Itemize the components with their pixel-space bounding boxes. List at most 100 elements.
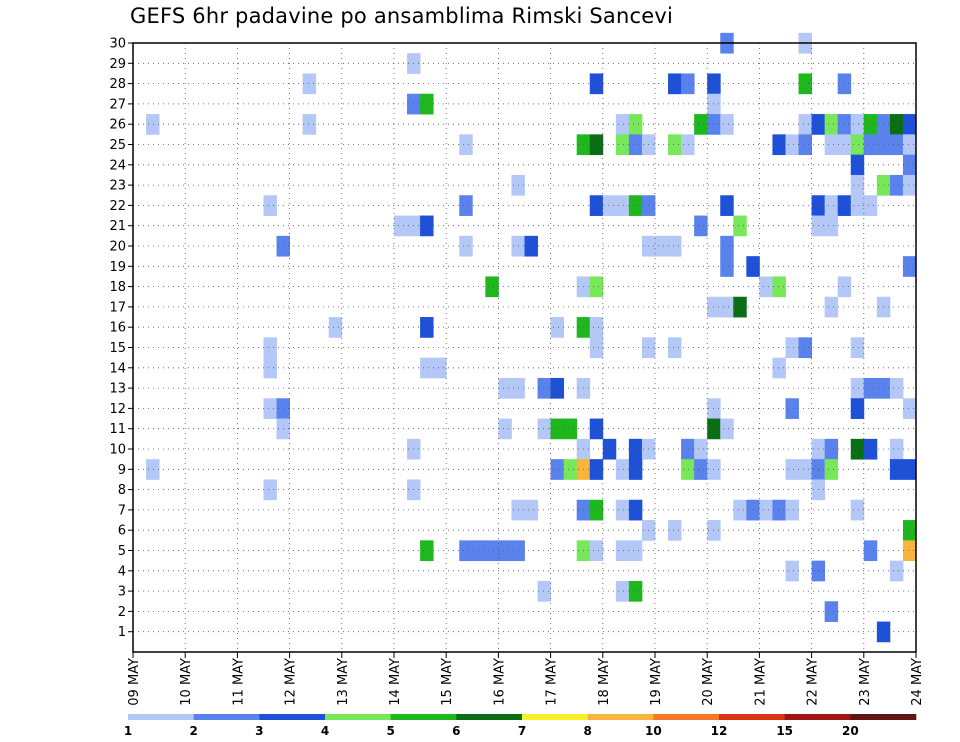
heatmap-cell: [550, 418, 565, 440]
legend-swatch: [653, 714, 720, 720]
heatmap-cell: [759, 499, 773, 521]
heatmap-cell: [733, 499, 747, 521]
legend-label: 3: [255, 724, 263, 738]
heatmap-cell: [302, 73, 317, 95]
heatmap-cell: [902, 114, 917, 135]
heatmap-cell: [798, 459, 812, 480]
heatmap-cell: [302, 114, 317, 135]
heatmap-cell: [615, 499, 630, 521]
x-tick-label: 17 MAY: [545, 658, 560, 706]
legend-swatch: [784, 714, 851, 720]
heatmap-cell: [837, 134, 852, 156]
y-tick-label: 7: [118, 503, 126, 518]
heatmap-cell: [889, 459, 904, 480]
heatmap-cell: [589, 499, 604, 521]
heatmap-cell: [720, 296, 734, 318]
y-tick-label: 5: [118, 544, 126, 559]
heatmap-cell: [850, 134, 865, 156]
heatmap-cell: [824, 215, 839, 237]
heatmap-cell: [694, 459, 708, 480]
heatmap-cell: [850, 154, 865, 176]
heatmap-cell: [498, 377, 512, 399]
heatmap-cell: [628, 134, 643, 156]
heatmap-cell: [550, 459, 565, 480]
heatmap-cell: [615, 134, 630, 156]
heatmap-cell: [615, 580, 630, 602]
heatmap-cell: [420, 540, 434, 562]
heatmap-cell: [681, 134, 695, 156]
heatmap-cell: [772, 134, 786, 156]
heatmap-cell: [902, 154, 917, 176]
legend-label: 6: [452, 724, 460, 738]
y-tick-label: 2: [118, 605, 126, 620]
heatmap-cell: [772, 499, 786, 521]
heatmap-cell: [420, 317, 434, 338]
heatmap-cell: [785, 337, 799, 359]
heatmap-cell: [628, 114, 643, 135]
heatmap-cell: [694, 215, 708, 237]
heatmap-cell: [772, 276, 786, 298]
y-tick-label: 8: [118, 483, 126, 498]
heatmap-cell: [850, 377, 865, 399]
heatmap-cell: [146, 459, 160, 480]
legend-label: 10: [645, 724, 662, 738]
heatmap-cell: [263, 398, 277, 419]
y-tick-label: 16: [109, 321, 126, 336]
heatmap-cell: [824, 296, 839, 318]
heatmap-cell: [628, 540, 643, 562]
legend-swatch: [325, 714, 391, 720]
heatmap-cell: [420, 215, 434, 237]
y-tick-label: 3: [118, 585, 126, 600]
heatmap-cell: [785, 134, 799, 156]
heatmap-cell: [615, 459, 630, 480]
heatmap-cell: [798, 73, 812, 95]
heatmap-cell: [589, 317, 604, 338]
heatmap-cell: [628, 438, 643, 460]
heatmap-cell: [524, 499, 538, 521]
x-tick-label: 15 MAY: [440, 658, 455, 706]
y-tick-label: 23: [109, 179, 126, 194]
y-tick-label: 19: [109, 260, 126, 275]
x-tick-label: 23 MAY: [858, 658, 873, 706]
y-tick-label: 13: [109, 382, 126, 397]
y-tick-label: 14: [109, 361, 126, 376]
x-tick-label: 24 MAY: [910, 658, 925, 706]
y-tick-label: 24: [109, 158, 126, 173]
heatmap-cell: [655, 235, 669, 257]
y-tick-label: 30: [109, 37, 126, 52]
heatmap-cell: [850, 499, 865, 521]
legend-label: 15: [776, 724, 793, 738]
heatmap-cell: [785, 398, 799, 419]
heatmap-cell: [850, 174, 865, 196]
heatmap-cell: [146, 114, 160, 135]
heatmap-cell: [824, 459, 839, 480]
heatmap-cell: [681, 73, 695, 95]
heatmap-cell: [863, 438, 878, 460]
heatmap-cell: [902, 174, 917, 196]
legend-label: 2: [189, 724, 197, 738]
heatmap-cell: [485, 276, 499, 298]
heatmap-cell: [733, 215, 747, 237]
y-tick-label: 26: [109, 118, 126, 133]
heatmap-cell: [824, 195, 839, 216]
heatmap-cell: [550, 317, 565, 338]
heatmap-cell: [668, 134, 682, 156]
heatmap-cell: [837, 276, 852, 298]
heatmap-cell: [668, 337, 682, 359]
heatmap-cell: [589, 276, 604, 298]
heatmap-cell: [589, 337, 604, 359]
heatmap-cell: [628, 499, 643, 521]
heatmap-cell: [628, 459, 643, 480]
heatmap-cell: [889, 114, 904, 135]
heatmap-cell: [537, 418, 551, 440]
heatmap-cell: [720, 114, 734, 135]
heatmap-cell: [824, 601, 839, 622]
heatmap-cell: [681, 438, 695, 460]
heatmap-cell: [902, 520, 917, 541]
heatmap-cell: [563, 459, 578, 480]
heatmap-cell: [850, 438, 865, 460]
legend-swatch: [193, 714, 260, 720]
y-tick-label: 18: [109, 280, 126, 295]
heatmap-cell: [433, 357, 447, 379]
